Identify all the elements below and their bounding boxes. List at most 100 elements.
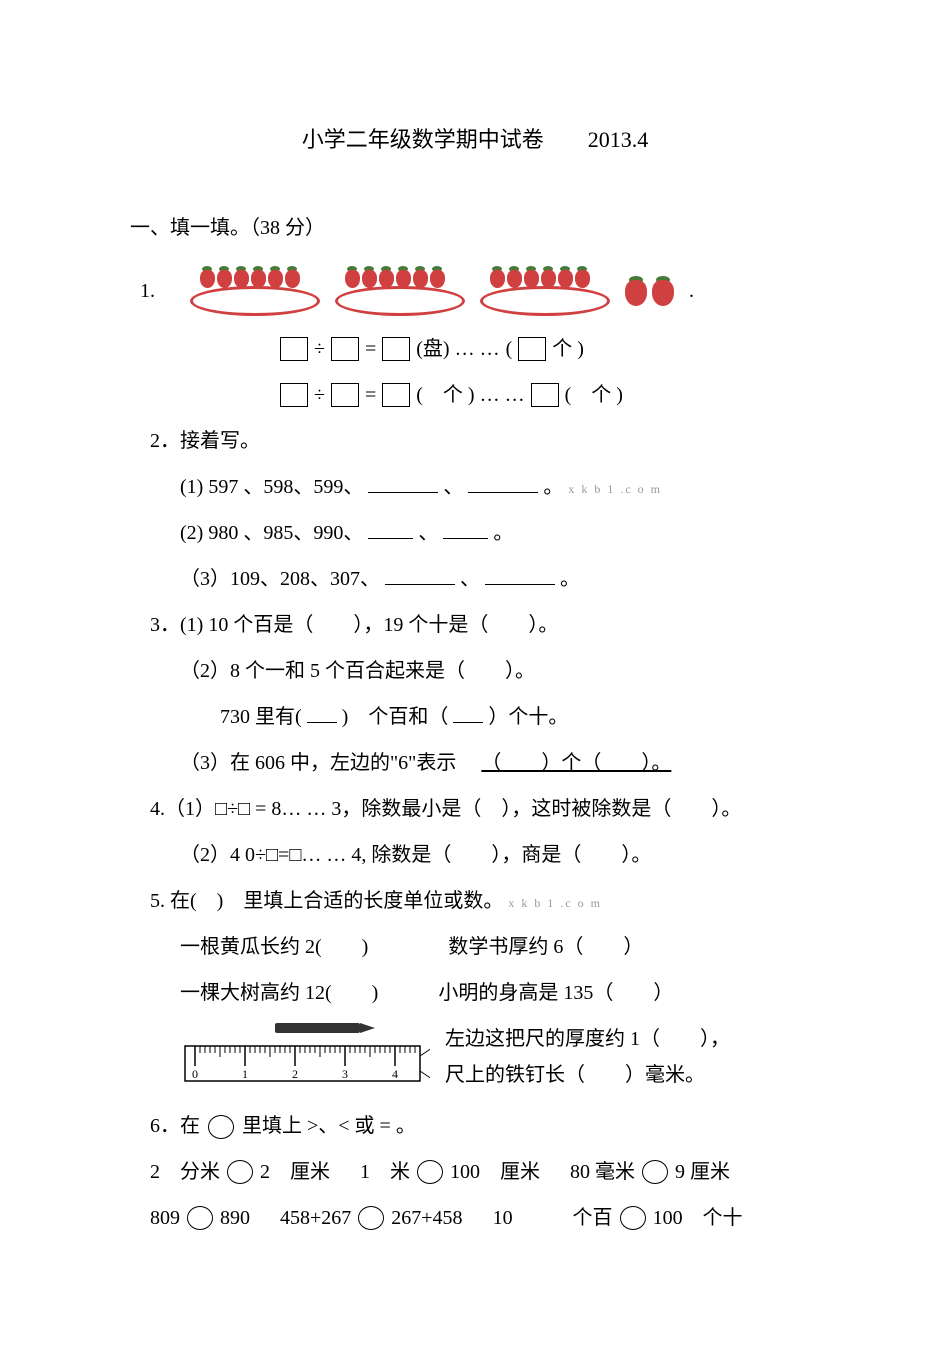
- svg-text:2: 2: [292, 1067, 298, 1081]
- separator: 、: [460, 568, 480, 590]
- q5-heading: 5. 在( ) 里填上合适的长度单位或数。 x k b 1 .c o m: [150, 883, 820, 919]
- answer-blank[interactable]: [307, 703, 337, 723]
- circle-blank[interactable]: [620, 1206, 646, 1230]
- eq-text: ÷: [314, 377, 325, 413]
- q6-item: 1 米 100 厘米: [360, 1154, 540, 1190]
- q6-item: 809 890: [150, 1200, 250, 1236]
- period: 。: [543, 476, 563, 498]
- plate-icon: [190, 266, 320, 316]
- q6-heading-text2: 里填上 >、< 或 = 。: [242, 1115, 416, 1137]
- compare-left: 458+267: [280, 1200, 351, 1236]
- circle-blank[interactable]: [358, 1206, 384, 1230]
- circle-blank-icon: [208, 1115, 234, 1139]
- answer-blank[interactable]: [485, 565, 555, 585]
- ruler-text1: 左边这把尺的厚度约 1（ ），: [445, 1021, 820, 1057]
- q3-row3-pre: 730 里有(: [220, 706, 302, 728]
- answer-box[interactable]: [382, 383, 410, 407]
- answer-blank[interactable]: [368, 519, 413, 539]
- q1-image-row: 1.: [140, 266, 820, 316]
- plate-icon: [480, 266, 610, 316]
- q1-number: 1.: [140, 273, 155, 309]
- eq-text: ÷: [314, 331, 325, 367]
- q5-row2b: 小明的身高是 135（ ）: [438, 975, 673, 1011]
- compare-right: 890: [220, 1200, 250, 1236]
- plate-icon: [335, 266, 465, 316]
- separator: 、: [443, 476, 463, 498]
- period: 。: [493, 522, 513, 544]
- eq-text: 个 ): [552, 331, 584, 367]
- q2-row1-label: (1) 597 、598、599、: [180, 476, 363, 498]
- q6-row2: 809 890 458+267 267+458 10 个百 100 个十: [150, 1200, 820, 1236]
- q1-equation-1: ÷ = (盘) … … ( 个 ): [280, 331, 820, 367]
- answer-box[interactable]: [280, 337, 308, 361]
- answer-box[interactable]: [382, 337, 410, 361]
- q5-ruler-row: 0 1 2 3 4 左边这把尺的厚度约 1（ ）， 尺上的铁钉长（ ）毫米。: [180, 1021, 820, 1093]
- q3-row3-end: ）个十。: [488, 706, 568, 728]
- svg-text:3: 3: [342, 1067, 348, 1081]
- answer-box[interactable]: [280, 383, 308, 407]
- loose-strawberries-icon: [625, 276, 674, 306]
- answer-blank[interactable]: [468, 473, 538, 493]
- q1-equation-2: ÷ = ( 个 ) … … ( 个 ): [280, 377, 820, 413]
- answer-blank[interactable]: [453, 703, 483, 723]
- watermark-text: x k b 1 .c o m: [508, 896, 602, 910]
- compare-left: 809: [150, 1200, 180, 1236]
- compare-left: 2 分米: [150, 1154, 220, 1190]
- eq-text: ( 个 ): [565, 377, 623, 413]
- q6-row1: 2 分米 2 厘米 1 米 100 厘米 80 毫米 9 厘米: [150, 1154, 820, 1190]
- answer-box[interactable]: [331, 383, 359, 407]
- q5-heading-text: 5. 在( ) 里填上合适的长度单位或数。: [150, 890, 503, 912]
- q5-row1b: 数学书厚约 6（ ）: [448, 929, 643, 965]
- svg-text:0: 0: [192, 1067, 198, 1081]
- q3-row1: 3．(1) 10 个百是（ ），19 个十是（ ）。: [150, 607, 820, 643]
- q1-period: .: [689, 273, 694, 309]
- q5-row2a: 一棵大树高约 12( ): [180, 975, 378, 1011]
- q2-row2-label: (2) 980 、985、990、: [180, 522, 363, 544]
- q5-row1a: 一根黄瓜长约 2( ): [180, 929, 368, 965]
- q3-row4: （3）在 606 中，左边的"6"表示 （ ）个（ ）。: [180, 745, 820, 781]
- q5-ruler-text: 左边这把尺的厚度约 1（ ）， 尺上的铁钉长（ ）毫米。: [445, 1021, 820, 1093]
- q2-row2: (2) 980 、985、990、 、 。: [180, 515, 820, 551]
- circle-blank[interactable]: [227, 1160, 253, 1184]
- compare-right: 9 厘米: [675, 1154, 730, 1190]
- compare-left: 10 个百: [493, 1200, 613, 1236]
- compare-right: 2 厘米: [260, 1154, 330, 1190]
- circle-blank[interactable]: [187, 1206, 213, 1230]
- watermark-text: x k b 1 .c o m: [568, 482, 662, 496]
- q5-row2: 一棵大树高约 12( ) 小明的身高是 135（ ）: [180, 975, 820, 1011]
- q6-heading: 6．在 里填上 >、< 或 = 。: [150, 1108, 820, 1144]
- compare-right: 100 个十: [653, 1200, 743, 1236]
- answer-box[interactable]: [331, 337, 359, 361]
- q6-item: 458+267 267+458: [280, 1200, 463, 1236]
- q3-row3: 730 里有( ) 个百和（ ）个十。: [220, 699, 820, 735]
- q2-heading: 2．接着写。: [150, 423, 820, 459]
- q2-row1: (1) 597 、598、599、 、 。 x k b 1 .c o m: [180, 469, 820, 505]
- answer-box[interactable]: [531, 383, 559, 407]
- q6-item: 80 毫米 9 厘米: [570, 1154, 730, 1190]
- exam-title: 小学二年级数学期中试卷 2013.4: [130, 120, 820, 160]
- eq-text: =: [365, 377, 376, 413]
- ruler-icon: 0 1 2 3 4: [180, 1021, 430, 1091]
- q2-row3-label: （3）109、208、307、: [180, 568, 380, 590]
- compare-left: 1 米: [360, 1154, 410, 1190]
- q6-item: 2 分米 2 厘米: [150, 1154, 330, 1190]
- answer-box[interactable]: [518, 337, 546, 361]
- q2-row3: （3）109、208、307、 、 。: [180, 561, 820, 597]
- period: 。: [560, 568, 580, 590]
- q4-row1: 4.（1）□÷□ = 8… … 3，除数最小是（ ），这时被除数是（ ）。: [150, 791, 820, 827]
- answer-blank[interactable]: [368, 473, 438, 493]
- circle-blank[interactable]: [642, 1160, 668, 1184]
- q3-row4-underline: （ ）个（ ）。: [481, 752, 671, 774]
- q3-row4-pre: （3）在 606 中，左边的"6"表示: [180, 752, 476, 774]
- eq-text: (: [506, 331, 513, 367]
- q6-heading-text: 6．在: [150, 1115, 200, 1137]
- ruler-text2: 尺上的铁钉长（ ）毫米。: [445, 1057, 820, 1093]
- answer-blank[interactable]: [385, 565, 455, 585]
- q6-item: 10 个百 100 个十: [493, 1200, 743, 1236]
- answer-blank[interactable]: [443, 519, 488, 539]
- circle-blank[interactable]: [417, 1160, 443, 1184]
- eq-text: (盘) … …: [416, 331, 499, 367]
- q3-row3-mid: ) 个百和（: [342, 706, 449, 728]
- q3-row2: （2）8 个一和 5 个百合起来是（ ）。: [180, 653, 820, 689]
- q5-row1: 一根黄瓜长约 2( ) 数学书厚约 6（ ）: [180, 929, 820, 965]
